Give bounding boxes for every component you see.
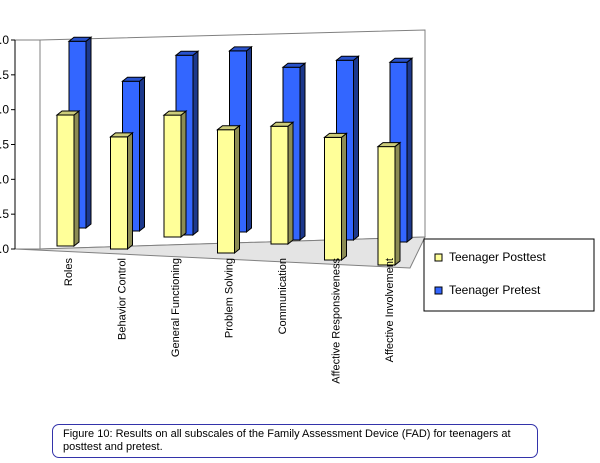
legend-swatch	[434, 286, 443, 295]
y-tick-label: 0.5	[0, 207, 9, 221]
bar-posttest-6	[376, 141, 402, 267]
category-label: Affective Involvement	[384, 258, 396, 362]
bar-posttest-4	[269, 121, 295, 246]
legend-label: Teenager Pretest	[449, 283, 541, 297]
bar-posttest-1	[109, 131, 134, 251]
bar-posttest-3	[216, 124, 241, 255]
legend-swatch	[434, 253, 443, 262]
y-tick-label: 1.5	[0, 138, 9, 152]
bar-posttest-2	[162, 110, 188, 239]
y-tick-label: 0.0	[0, 242, 9, 256]
category-label: General Functioning	[170, 258, 182, 357]
bar-posttest-0	[55, 109, 81, 248]
y-tick-label: 3.0	[0, 33, 9, 47]
legend-label: Teenager Posttest	[449, 250, 546, 264]
side-wall	[14, 39, 41, 250]
y-tick-label: 2.5	[0, 68, 9, 82]
figure-caption: Figure 10: Results on all subscales of t…	[52, 424, 538, 458]
legend-box	[423, 238, 595, 312]
category-label: Behavior Control	[117, 258, 129, 340]
y-tick-label: 2.0	[0, 103, 9, 117]
y-tick-label: 1.0	[0, 172, 9, 186]
category-label: Problem Solving	[224, 258, 236, 338]
category-label: Affective Responsiveness	[331, 258, 343, 384]
category-label: Communication	[277, 258, 289, 334]
category-label: Roles	[63, 258, 75, 287]
bar-posttest-5	[323, 132, 348, 262]
